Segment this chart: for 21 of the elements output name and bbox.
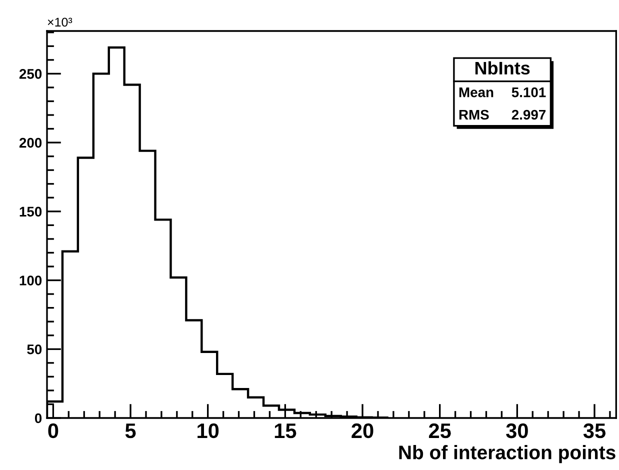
annotation: RMS — [459, 110, 489, 120]
x-tick-label: 15 — [274, 424, 296, 438]
annotation: Mean — [459, 88, 494, 98]
x-tick-label: 30 — [506, 423, 528, 438]
y-tick-label: 250 — [19, 69, 42, 79]
x-tick-label: 35 — [583, 423, 606, 438]
x-tick-label: 0 — [48, 423, 58, 438]
annotation: 5.101 — [512, 87, 546, 98]
text: ×10³ — [48, 18, 72, 27]
x-axis-title: Nb of interaction points — [399, 445, 616, 464]
annotation: NbInts — [475, 61, 530, 75]
annotation: 2.997 — [512, 110, 546, 120]
y-tick-label: 150 — [20, 206, 42, 217]
y-tick-label: 100 — [20, 276, 42, 286]
y-tick-label: 200 — [19, 138, 42, 148]
y-tick-label: 0 — [34, 413, 42, 424]
x-tick-label: 5 — [125, 424, 136, 438]
x-tick-label: 20 — [352, 423, 374, 438]
x-tick-label: 25 — [428, 423, 451, 438]
y-tick-label: 50 — [27, 344, 42, 354]
x-tick-label: 10 — [198, 423, 219, 438]
